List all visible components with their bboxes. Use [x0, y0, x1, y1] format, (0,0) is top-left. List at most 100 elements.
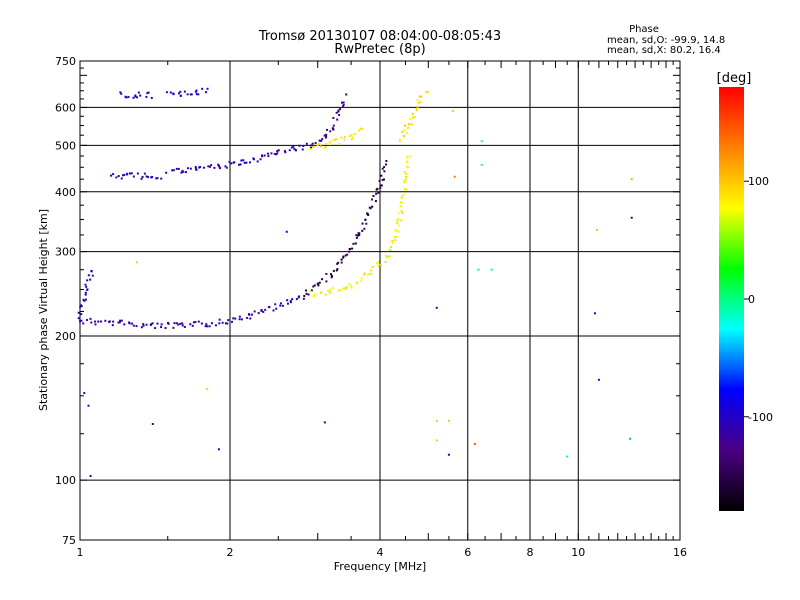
data-point: [289, 149, 291, 151]
data-point: [383, 178, 385, 180]
y-tick-label: 500: [55, 139, 76, 152]
data-point: [405, 173, 407, 175]
data-point: [253, 158, 255, 160]
data-point: [348, 251, 350, 253]
data-point: [298, 145, 300, 147]
data-point: [436, 420, 438, 422]
data-point: [166, 91, 168, 93]
data-point: [335, 138, 337, 140]
data-point: [566, 456, 568, 458]
data-point: [279, 305, 281, 307]
data-point: [491, 269, 493, 271]
data-point: [594, 312, 596, 314]
data-point: [391, 240, 393, 242]
data-point: [78, 317, 80, 319]
data-point: [448, 420, 450, 422]
data-point: [325, 143, 327, 145]
data-point: [375, 193, 377, 195]
data-point: [452, 110, 454, 112]
data-point: [396, 236, 398, 238]
data-point: [176, 168, 178, 170]
data-point: [325, 273, 327, 275]
data-point: [241, 318, 243, 320]
data-point: [401, 212, 403, 214]
data-point: [417, 99, 419, 101]
data-point: [201, 322, 203, 324]
data-point: [198, 321, 200, 323]
data-point: [329, 291, 331, 293]
data-point: [192, 325, 194, 327]
data-point: [112, 321, 114, 323]
data-point: [164, 327, 166, 329]
data-point: [404, 171, 406, 173]
data-point: [385, 163, 387, 165]
data-point: [206, 388, 208, 390]
data-point: [179, 323, 181, 325]
data-point: [352, 243, 354, 245]
data-point: [383, 166, 385, 168]
data-point: [448, 454, 450, 456]
data-point: [219, 166, 221, 168]
data-point: [403, 135, 405, 137]
data-point: [148, 92, 150, 94]
data-point: [231, 321, 233, 323]
data-point: [112, 173, 114, 175]
data-point: [477, 269, 479, 271]
y-tick-label: 200: [55, 330, 76, 343]
x-tick-label: 10: [571, 546, 585, 559]
data-point: [157, 323, 159, 325]
data-point: [112, 324, 114, 326]
data-point: [309, 290, 311, 292]
data-point: [377, 261, 379, 263]
colorbar-gradient: [719, 87, 744, 511]
data-point: [83, 392, 85, 394]
data-point: [180, 95, 182, 97]
data-point: [340, 137, 342, 139]
data-point: [358, 129, 360, 131]
x-tick-label: 2: [227, 546, 234, 559]
data-point: [336, 119, 338, 121]
data-point: [417, 106, 419, 108]
data-point: [184, 326, 186, 328]
data-point: [320, 140, 322, 142]
data-point: [129, 172, 131, 174]
y-tick-label: 75: [62, 534, 76, 547]
data-point: [310, 148, 312, 150]
data-point: [282, 305, 284, 307]
data-point: [151, 176, 153, 178]
data-point: [379, 180, 381, 182]
data-point: [209, 166, 211, 168]
data-point: [151, 97, 153, 99]
data-point: [137, 173, 139, 175]
data-point: [325, 146, 327, 148]
data-point: [264, 155, 266, 157]
data-point: [144, 173, 146, 175]
data-point: [598, 379, 600, 381]
data-point: [343, 139, 345, 141]
data-point: [127, 96, 129, 98]
data-point: [401, 202, 403, 204]
data-point: [329, 141, 331, 143]
data-point: [417, 102, 419, 104]
data-point: [90, 270, 92, 272]
y-tick-label: 300: [55, 246, 76, 259]
colorbar-tick-label: 0: [748, 293, 755, 306]
data-point: [344, 287, 346, 289]
data-point: [360, 280, 362, 282]
data-point: [270, 152, 272, 154]
data-point: [315, 142, 317, 144]
data-point: [248, 313, 250, 315]
data-point: [211, 322, 213, 324]
data-point: [291, 298, 293, 300]
data-point: [372, 266, 374, 268]
data-point: [308, 294, 310, 296]
data-point: [343, 101, 345, 103]
data-point: [331, 140, 333, 142]
data-point: [305, 290, 307, 292]
data-point: [215, 324, 217, 326]
data-point: [125, 96, 127, 98]
data-point: [145, 96, 147, 98]
data-point: [172, 327, 174, 329]
data-point: [233, 161, 235, 163]
data-point: [181, 322, 183, 324]
